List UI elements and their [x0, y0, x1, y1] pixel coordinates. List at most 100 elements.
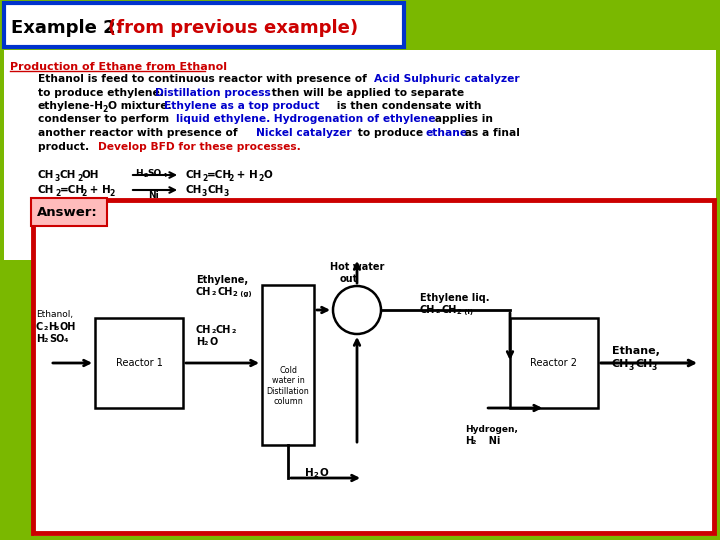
Text: SO: SO [147, 169, 161, 178]
Text: Develop BFD for these processes.: Develop BFD for these processes. [98, 141, 301, 152]
FancyBboxPatch shape [4, 3, 404, 47]
Text: Acid Sulphuric catalyzer: Acid Sulphuric catalyzer [374, 74, 520, 84]
Text: CH: CH [60, 170, 76, 180]
Text: to produce: to produce [354, 128, 427, 138]
Text: Ethylene as a top product: Ethylene as a top product [164, 101, 320, 111]
Text: Hydrogenation of ethylene: Hydrogenation of ethylene [270, 114, 436, 125]
FancyBboxPatch shape [95, 318, 183, 408]
Text: 2: 2 [436, 309, 441, 314]
Text: (from previous example): (from previous example) [108, 19, 358, 37]
Text: CH: CH [38, 185, 55, 195]
Text: Ethanol is feed to continuous reactor with presence of: Ethanol is feed to continuous reactor wi… [38, 74, 371, 84]
Text: 4: 4 [64, 338, 68, 343]
Text: is then condensate with: is then condensate with [333, 101, 482, 111]
Text: CH: CH [38, 170, 55, 180]
FancyBboxPatch shape [33, 200, 714, 533]
Text: Ethane,: Ethane, [612, 346, 660, 356]
Text: Hydrogen,: Hydrogen, [465, 425, 518, 434]
Text: 2: 2 [43, 326, 48, 331]
Text: Ethanol,: Ethanol, [36, 310, 73, 319]
Text: as a final: as a final [461, 128, 520, 138]
Text: 2: 2 [202, 174, 207, 183]
Text: 2: 2 [81, 189, 86, 198]
Text: Example 2:: Example 2: [11, 19, 129, 37]
FancyBboxPatch shape [4, 50, 716, 536]
Text: 5: 5 [55, 326, 59, 331]
Text: CH: CH [196, 325, 212, 335]
Text: 2: 2 [43, 338, 48, 343]
FancyBboxPatch shape [510, 318, 598, 408]
Text: 2: 2 [143, 173, 148, 178]
Text: Ni: Ni [482, 436, 500, 446]
Text: 2: 2 [231, 329, 235, 334]
Text: 3: 3 [202, 189, 207, 198]
FancyBboxPatch shape [31, 198, 107, 226]
Text: CH: CH [635, 359, 652, 369]
Text: =CH: =CH [60, 185, 85, 195]
Text: Reactor 2: Reactor 2 [531, 358, 577, 368]
Text: condenser to perform: condenser to perform [38, 114, 173, 125]
Text: 2: 2 [203, 341, 207, 346]
FancyBboxPatch shape [262, 285, 314, 445]
Text: CH: CH [207, 185, 223, 195]
Text: to produce ethylene.: to produce ethylene. [38, 87, 168, 98]
Text: another reactor with presence of: another reactor with presence of [38, 128, 241, 138]
Text: Ethylene,: Ethylene, [196, 275, 248, 285]
Text: CH: CH [185, 185, 202, 195]
Text: out: out [340, 274, 359, 284]
Text: then will be applied to separate: then will be applied to separate [268, 87, 464, 98]
Text: liquid ethylene.: liquid ethylene. [176, 114, 270, 125]
Text: 2: 2 [77, 174, 82, 183]
Text: 2: 2 [55, 189, 60, 198]
Text: Distillation process: Distillation process [155, 87, 271, 98]
Text: Nickel catalyzer: Nickel catalyzer [256, 128, 351, 138]
Text: CH: CH [196, 287, 212, 297]
Text: 2: 2 [109, 189, 114, 198]
Text: 4: 4 [163, 173, 167, 178]
Text: 2: 2 [211, 329, 215, 334]
Text: OH: OH [82, 170, 99, 180]
Text: product.: product. [38, 141, 93, 152]
Text: Reactor 1: Reactor 1 [116, 358, 163, 368]
Text: ethylene-H: ethylene-H [38, 101, 104, 111]
Text: H: H [196, 337, 204, 347]
Text: 3: 3 [224, 189, 229, 198]
Text: Answer:: Answer: [37, 206, 98, 219]
Text: C: C [36, 322, 43, 332]
Text: 3: 3 [629, 363, 634, 372]
Text: 2: 2 [102, 105, 107, 114]
Text: Cold
water in
Distillation
column: Cold water in Distillation column [266, 366, 310, 406]
Text: CH: CH [216, 325, 231, 335]
Text: 2: 2 [314, 472, 319, 478]
Text: CH: CH [441, 305, 456, 315]
Text: O: O [320, 468, 329, 478]
Text: 2 (l): 2 (l) [457, 309, 473, 315]
Text: 3: 3 [652, 363, 657, 372]
Text: 2: 2 [228, 174, 233, 183]
Text: 2: 2 [472, 440, 477, 445]
Text: O: O [209, 337, 217, 347]
Text: 3: 3 [55, 174, 60, 183]
Text: Hot water: Hot water [330, 262, 384, 272]
Text: SO: SO [49, 334, 64, 344]
Text: + H: + H [233, 170, 258, 180]
Text: H: H [36, 334, 44, 344]
Text: O: O [263, 170, 271, 180]
Text: O mixture.: O mixture. [108, 101, 179, 111]
Text: H: H [135, 169, 143, 178]
Text: CH: CH [185, 170, 202, 180]
Text: 2 (g): 2 (g) [233, 291, 251, 297]
Text: Production of Ethane from Ethanol: Production of Ethane from Ethanol [10, 62, 227, 72]
Text: Ni: Ni [148, 191, 158, 200]
FancyBboxPatch shape [4, 260, 34, 536]
Text: Ethylene liq.: Ethylene liq. [420, 293, 490, 303]
Text: H: H [305, 468, 314, 478]
Text: ethane: ethane [426, 128, 468, 138]
Text: CH: CH [420, 305, 436, 315]
Text: H: H [48, 322, 56, 332]
Text: H: H [465, 436, 473, 446]
Text: applies in: applies in [431, 114, 493, 125]
Text: 2: 2 [258, 174, 264, 183]
Circle shape [333, 286, 381, 334]
Text: OH: OH [60, 322, 76, 332]
